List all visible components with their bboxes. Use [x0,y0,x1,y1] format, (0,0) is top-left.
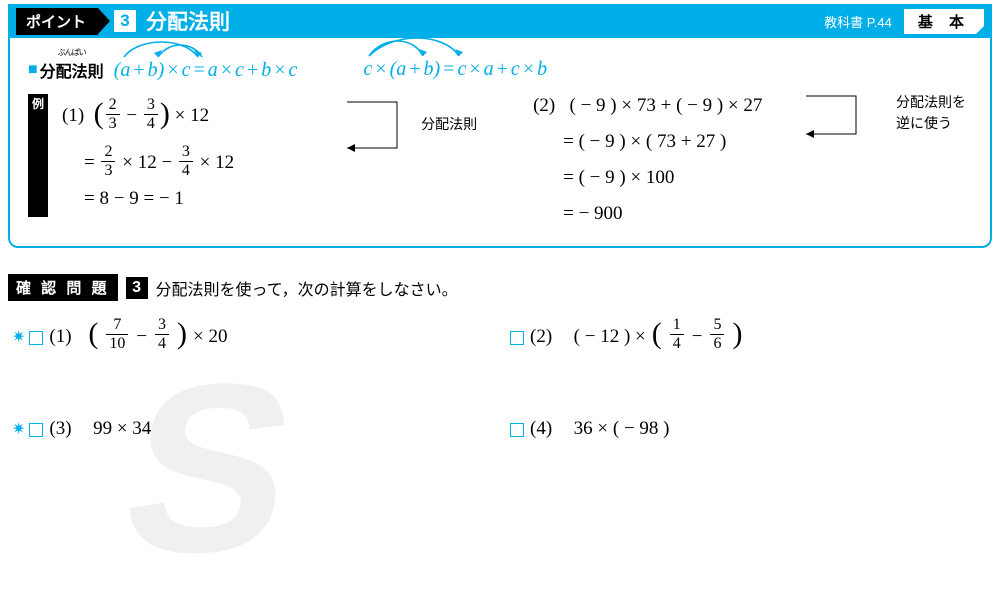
problem-3: ✷ (3) 99 × 34 [12,418,490,440]
formula-left: (a+b)×c=a×c+b×c [114,59,298,82]
rule-label: ■ ぶんぱい 分配法則 [28,58,104,82]
problem-2: (2) ( − 12 ) × (14 − 56) [510,319,988,354]
checkbox-4[interactable] [510,423,524,437]
checkbox-3[interactable] [29,423,43,437]
point-badge: ポイント [16,8,98,35]
confirm-instruction: 分配法則を使って，次の計算をしなさい。 [156,276,458,300]
example-2-number: (2) [533,95,555,116]
confirmation-header: 確 認 問 題 3 分配法則を使って，次の計算をしなさい。 [8,274,992,301]
textbook-reference: 教科書 P.44 [824,12,892,31]
note-2: 分配法則を 逆に使う [896,92,966,134]
problems-grid: ✷ (1) (710 − 34) × 20 (2) ( − 12 ) × (14… [8,319,992,440]
example-1-number: (1) [62,105,84,126]
example-2-result: = − 900 [533,196,972,232]
square-icon: ■ [28,61,38,79]
example-badge: 例 [28,94,48,217]
section-number: 3 [114,10,136,32]
star-icon: ✷ [12,327,25,347]
example-1-result: = 8 − 9 = − 1 [62,181,234,217]
point-box: ■ ぶんぱい 分配法則 (a+b)×c=a×c+b×c [8,38,992,248]
formula-right: c×(a+b)=c×a+c×b [363,58,547,81]
rule-name: 分配法則 [40,64,104,81]
problem-1: ✷ (1) (710 − 34) × 20 [12,319,490,354]
basic-badge: 基 本 [904,9,984,34]
distribution-arcs-left [114,35,244,61]
example-1: (1) (23 − 34) × 12 = 23 × 12 − 34 × 12 =… [62,88,234,217]
problem-4: (4) 36 × ( − 98 ) [510,418,988,440]
distribution-arcs-right [363,34,493,60]
section-header: ポイント 3 分配法則 教科書 P.44 基 本 [8,4,992,38]
checkbox-2[interactable] [510,331,524,345]
section-title: 分配法則 [146,6,230,36]
confirm-label: 確 認 問 題 [8,274,118,301]
confirm-number: 3 [126,277,148,299]
note-1: 分配法則 [421,114,477,134]
star-icon: ✷ [12,419,25,439]
bracket-2 [796,88,886,158]
checkbox-1[interactable] [29,331,43,345]
bracket-1 [337,92,427,172]
ruby-text: ぶんぱい [40,47,104,58]
